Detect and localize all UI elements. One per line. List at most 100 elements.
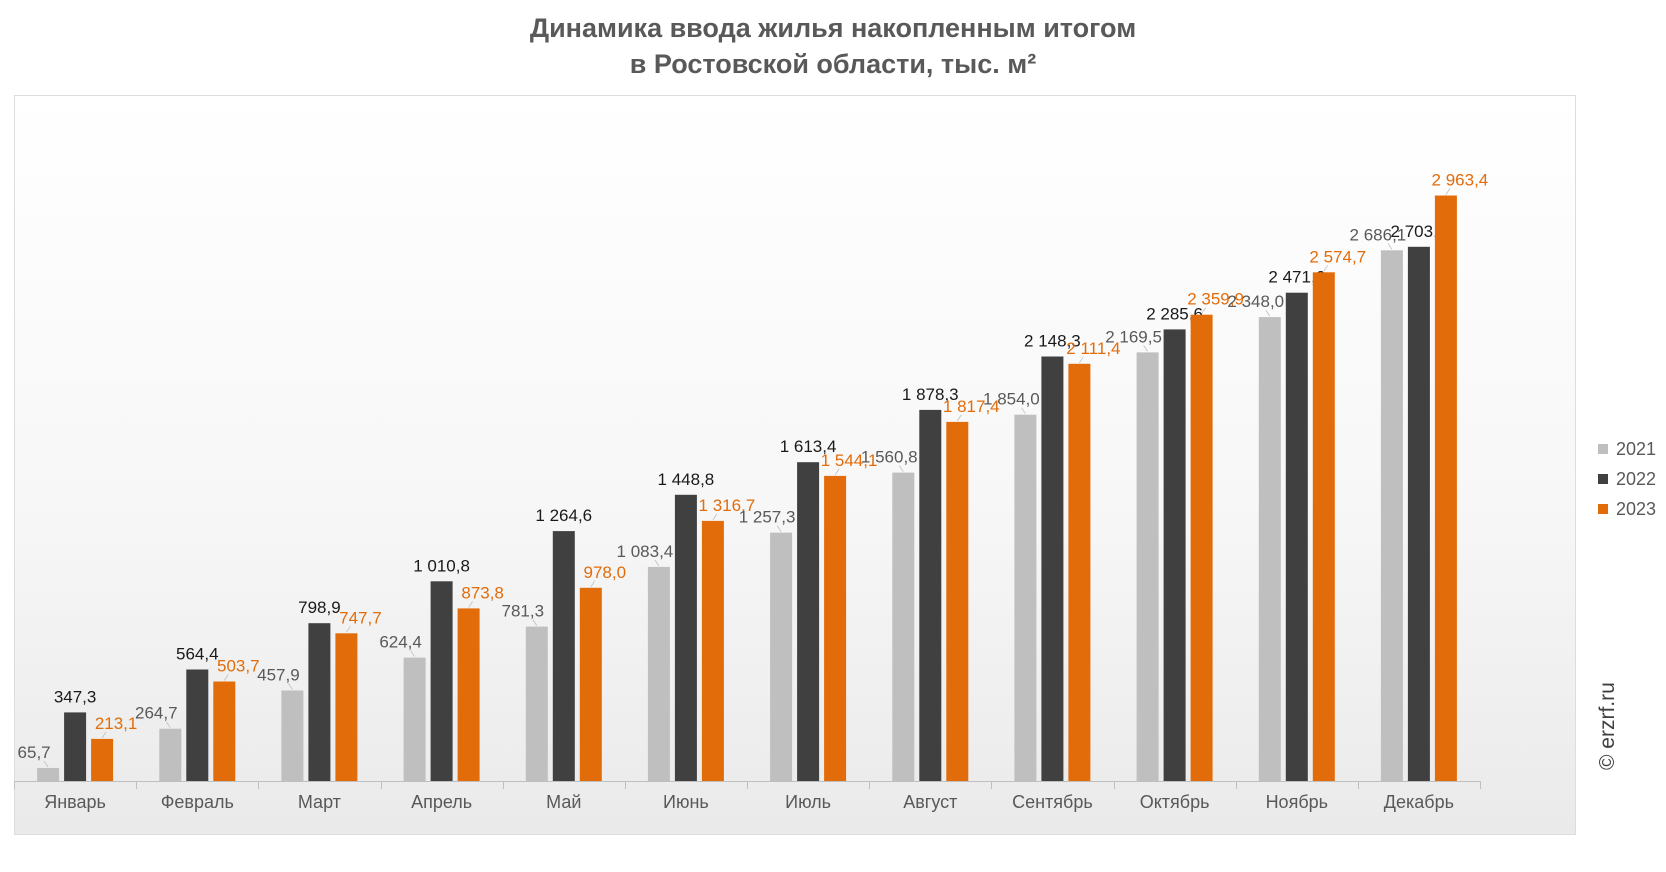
bar-2022-7 xyxy=(797,462,820,781)
legend-item-2022: 2022 xyxy=(1598,464,1656,494)
leader-line-2021-10 xyxy=(1143,345,1148,352)
bar-2021-10 xyxy=(1136,352,1159,781)
data-label-2023-1: 213,1 xyxy=(95,714,138,733)
bar-2021-5 xyxy=(525,626,548,781)
bar-2023-9 xyxy=(1068,363,1091,781)
leader-line-2021-11 xyxy=(1265,309,1271,317)
legend-item-2021: 2021 xyxy=(1598,434,1656,464)
chart-title: Динамика ввода жилья накопленным итогом … xyxy=(0,10,1666,82)
bar-2023-10 xyxy=(1190,314,1213,781)
data-label-2022-11: 2 471,6 xyxy=(1268,268,1325,287)
leader-line-2021-7 xyxy=(776,525,782,532)
bar-2021-7 xyxy=(770,532,793,781)
bar-2023-2 xyxy=(213,681,236,781)
legend-item-2023: 2023 xyxy=(1598,494,1656,524)
legend-swatch-2023 xyxy=(1598,504,1608,514)
legend-swatch-2021 xyxy=(1598,444,1608,454)
chart-title-line-1: Динамика ввода жилья накопленным итогом xyxy=(529,13,1137,43)
bar-2021-4 xyxy=(403,657,426,781)
category-label-12: Декабрь xyxy=(1384,792,1454,812)
bar-2023-6 xyxy=(701,520,724,781)
data-label-2021-5: 781,3 xyxy=(502,602,545,621)
leader-line-2023-7 xyxy=(834,468,840,476)
data-label-2022-2: 564,4 xyxy=(176,645,219,664)
data-label-2023-3: 747,7 xyxy=(339,608,382,627)
data-label-2023-2: 503,7 xyxy=(217,657,260,676)
bar-2023-12 xyxy=(1434,195,1457,781)
bar-2022-6 xyxy=(674,494,697,781)
leader-line-2021-4 xyxy=(410,650,415,657)
data-label-2022-1: 347,3 xyxy=(54,687,97,706)
bar-2022-11 xyxy=(1285,292,1308,781)
data-label-2022-6: 1 448,8 xyxy=(658,470,715,489)
bar-2022-1 xyxy=(64,712,87,781)
data-label-2023-12: 2 963,4 xyxy=(1432,171,1489,190)
bar-2023-11 xyxy=(1312,272,1335,781)
data-label-2023-4: 873,8 xyxy=(461,583,504,602)
bar-2023-1 xyxy=(91,738,114,781)
bar-2023-3 xyxy=(335,633,358,781)
data-label-2023-8: 1 817,4 xyxy=(943,397,1000,416)
data-label-2022-4: 1 010,8 xyxy=(413,556,470,575)
leader-line-2023-4 xyxy=(468,601,473,608)
data-label-2021-7: 1 257,3 xyxy=(739,508,796,527)
legend-label-2023: 2023 xyxy=(1616,498,1657,519)
data-label-2021-3: 457,9 xyxy=(257,666,300,685)
leader-line-2023-1 xyxy=(101,731,107,739)
data-label-2022-12: 2 703,7 xyxy=(1391,222,1448,241)
data-label-2021-9: 1 854,0 xyxy=(983,390,1040,409)
data-label-2023-7: 1 544,1 xyxy=(821,451,878,470)
data-label-2021-11: 2 348,0 xyxy=(1227,292,1284,311)
data-label-2022-8: 1 878,3 xyxy=(902,385,959,404)
legend: 2021 2022 2023 xyxy=(1598,434,1656,524)
bar-2021-9 xyxy=(1014,414,1037,781)
data-label-2021-10: 2 169,5 xyxy=(1105,327,1162,346)
bar-2022-10 xyxy=(1163,329,1186,781)
legend-label-2022: 2022 xyxy=(1616,468,1657,489)
chart-title-line-2: в Ростовской области, тыс. м² xyxy=(629,49,1037,79)
data-label-2023-5: 978,0 xyxy=(584,563,627,582)
category-label-4: Апрель xyxy=(411,792,472,812)
data-label-2023-6: 1 316,7 xyxy=(699,496,756,515)
category-label-1: Январь xyxy=(44,792,106,812)
bar-2022-4 xyxy=(430,581,453,781)
watermark: © erzrf.ru xyxy=(1596,682,1619,770)
data-label-2021-8: 1 560,8 xyxy=(861,448,918,467)
category-label-9: Сентябрь xyxy=(1012,792,1093,812)
bar-2023-7 xyxy=(824,475,847,781)
leader-line-2021-8 xyxy=(898,465,904,472)
data-label-2022-5: 1 264,6 xyxy=(535,506,592,525)
bar-2021-12 xyxy=(1380,250,1403,782)
category-label-11: Ноябрь xyxy=(1266,792,1328,812)
data-label-2021-12: 2 686,1 xyxy=(1350,225,1407,244)
bar-2022-3 xyxy=(308,623,331,781)
data-label-2022-10: 2 285,6 xyxy=(1146,304,1203,323)
bar-2021-1 xyxy=(37,768,60,781)
category-label-10: Октябрь xyxy=(1140,792,1210,812)
category-label-2: Февраль xyxy=(161,792,234,812)
bar-2023-4 xyxy=(457,608,480,781)
leader-line-2021-3 xyxy=(288,683,293,690)
leader-line-2023-2 xyxy=(223,674,229,681)
leader-line-2021-2 xyxy=(165,721,171,728)
leader-line-2023-3 xyxy=(346,626,351,633)
data-label-2022-7: 1 613,4 xyxy=(780,437,837,456)
data-label-2023-10: 2 359,9 xyxy=(1187,290,1244,309)
category-label-8: Август xyxy=(903,792,957,812)
leader-line-2021-5 xyxy=(532,619,538,626)
leader-line-2023-5 xyxy=(590,580,596,588)
category-label-3: Март xyxy=(298,792,341,812)
category-label-7: Июль xyxy=(785,792,831,812)
data-label-2021-2: 264,7 xyxy=(135,704,178,723)
data-label-2023-9: 2 111,4 xyxy=(1066,339,1120,358)
bar-2021-6 xyxy=(647,566,670,781)
data-label-2022-9: 2 148,3 xyxy=(1024,332,1081,351)
bar-2023-5 xyxy=(579,587,602,781)
data-label-2021-4: 624,4 xyxy=(379,633,422,652)
category-label-6: Июнь xyxy=(663,792,709,812)
leader-line-2021-1 xyxy=(43,760,49,768)
bar-2022-2 xyxy=(186,669,209,781)
leader-line-2023-6 xyxy=(712,513,718,521)
category-label-5: Май xyxy=(546,792,581,812)
bar-2022-8 xyxy=(919,409,942,781)
